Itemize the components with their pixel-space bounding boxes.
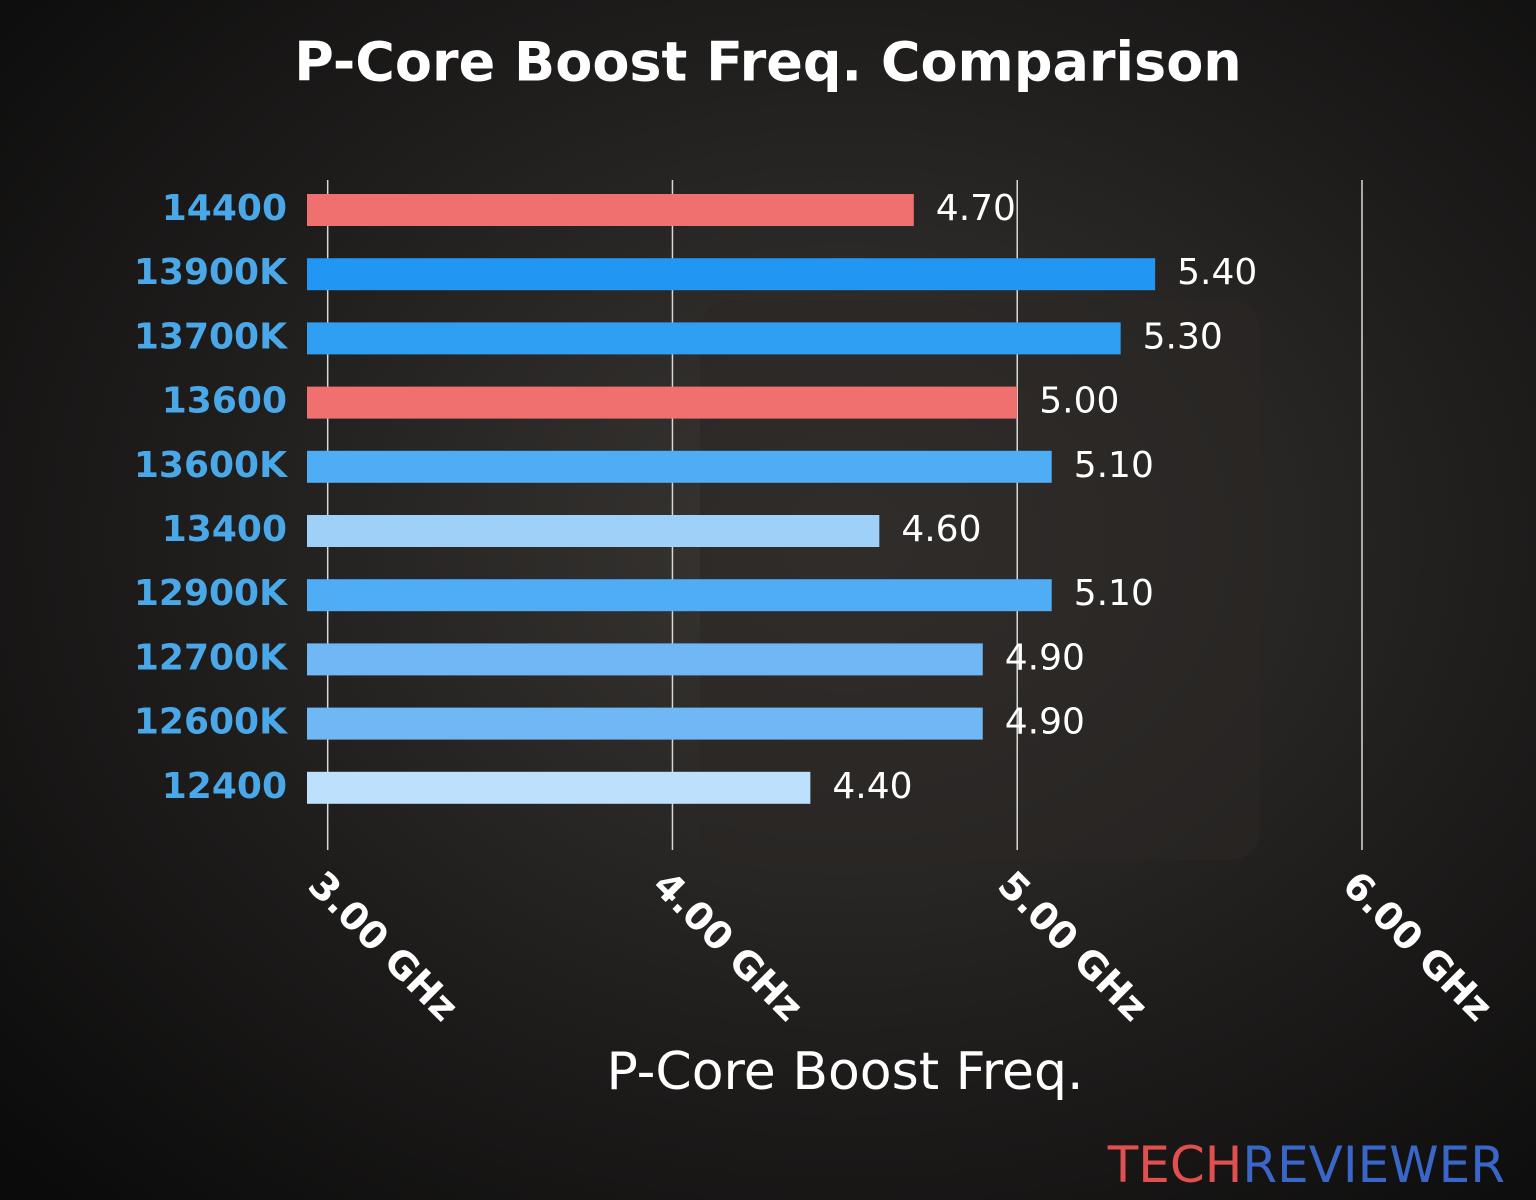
value-label: 5.00 — [1039, 381, 1119, 422]
bar — [307, 386, 1018, 419]
watermark: TECHREVIEWER — [1107, 1136, 1505, 1194]
y-tick-label: 13400 — [162, 509, 287, 550]
watermark-part: TECH — [1107, 1136, 1243, 1194]
x-axis-label: P-Core Boost Freq. — [606, 1042, 1083, 1102]
value-label: 4.90 — [1005, 702, 1085, 743]
value-label: 5.10 — [1074, 573, 1154, 614]
bar — [307, 194, 914, 226]
value-label: 4.40 — [832, 766, 912, 807]
y-tick-label: 12400 — [162, 766, 287, 807]
bar — [307, 771, 811, 804]
watermark-part: REVIEWER — [1242, 1136, 1505, 1194]
y-tick-label: 12900K — [134, 573, 288, 614]
bar — [307, 707, 983, 740]
y-tick-label: 13900K — [134, 252, 288, 293]
value-label: 5.40 — [1177, 252, 1257, 293]
y-tick-label: 13600 — [162, 381, 287, 422]
bar — [307, 258, 1156, 291]
bar — [307, 450, 1052, 483]
chart-title: P-Core Boost Freq. Comparison — [294, 31, 1242, 94]
y-tick-label: 13700K — [134, 316, 288, 357]
y-tick-label: 12600K — [134, 702, 288, 743]
value-label: 4.70 — [936, 188, 1016, 229]
value-label: 4.90 — [1005, 637, 1085, 678]
bar — [307, 515, 880, 547]
y-tick-label: 14400 — [162, 188, 287, 229]
y-tick-label: 13600K — [134, 445, 288, 486]
bar — [307, 322, 1121, 355]
y-tick-label: 12700K — [134, 637, 288, 678]
bar — [307, 643, 983, 676]
value-label: 5.30 — [1143, 316, 1223, 357]
bar — [307, 579, 1052, 612]
value-label: 5.10 — [1074, 445, 1154, 486]
value-label: 4.60 — [901, 509, 981, 550]
